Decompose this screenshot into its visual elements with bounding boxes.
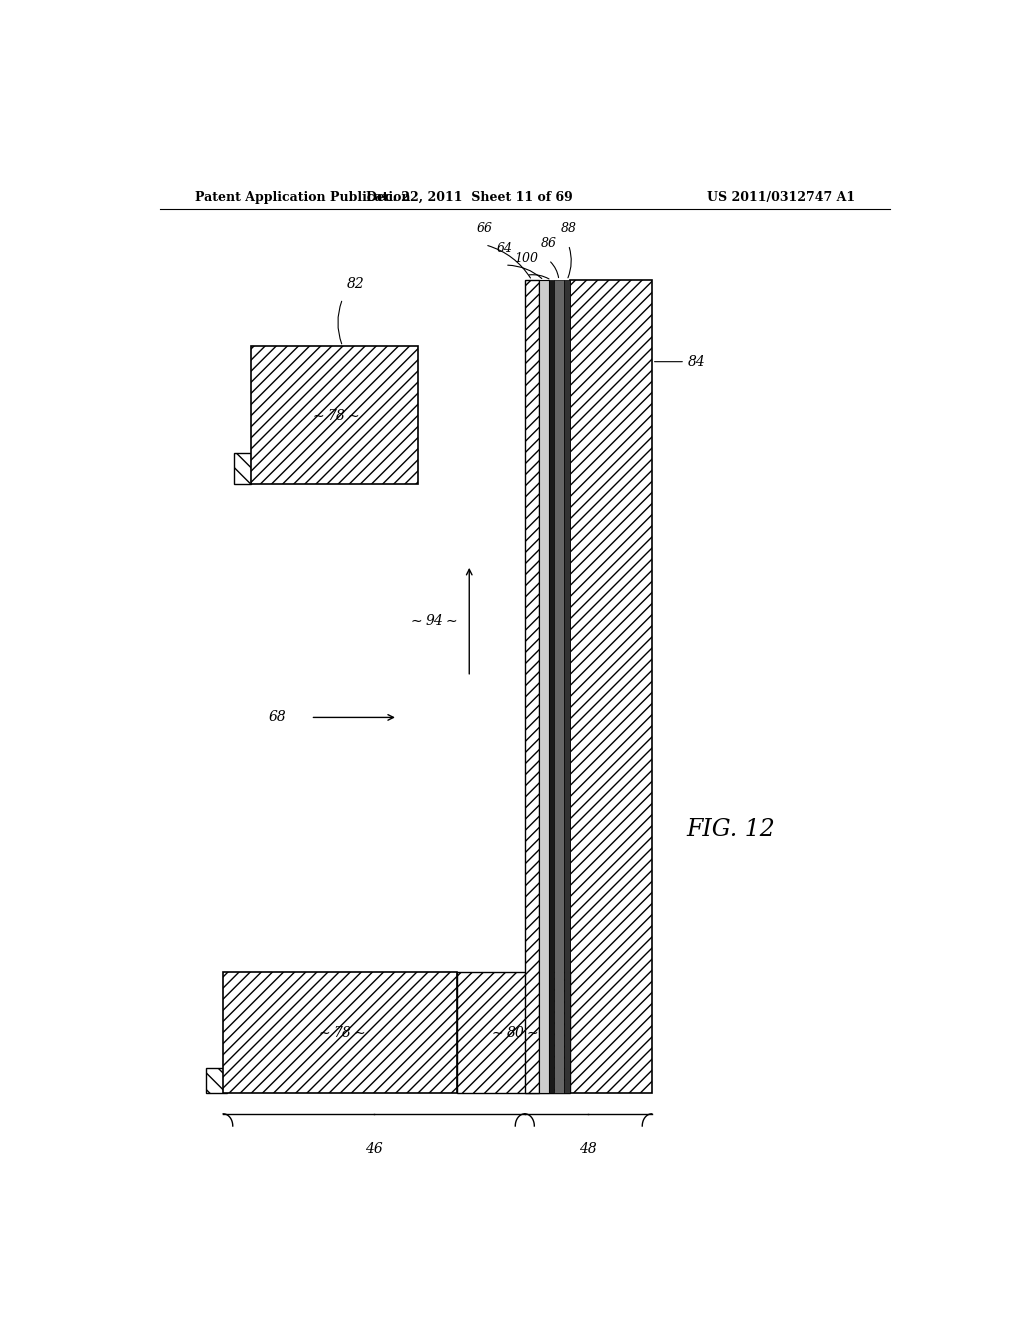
Bar (570, 280, 652, 1093)
Bar (549, 280, 554, 1093)
Bar (554, 280, 563, 1093)
Text: 86: 86 (541, 236, 557, 249)
Text: Patent Application Publication: Patent Application Publication (196, 190, 411, 203)
Text: US 2011/0312747 A1: US 2011/0312747 A1 (708, 190, 855, 203)
Text: $\sim$80$\sim$: $\sim$80$\sim$ (488, 1026, 539, 1040)
Bar (524, 280, 539, 1093)
Bar (223, 972, 458, 1093)
Text: 88: 88 (560, 222, 577, 235)
Bar (539, 280, 549, 1093)
Text: 64: 64 (497, 242, 513, 255)
Text: 100: 100 (514, 252, 539, 265)
Text: 84: 84 (687, 355, 706, 368)
Text: 68: 68 (269, 710, 287, 725)
Text: FIG. 12: FIG. 12 (687, 817, 775, 841)
Bar (563, 280, 570, 1093)
Text: $\sim$78$\sim$: $\sim$78$\sim$ (315, 1026, 366, 1040)
Text: 82: 82 (347, 276, 365, 290)
Text: $\sim$78$\sim$: $\sim$78$\sim$ (309, 408, 359, 422)
Bar (458, 972, 570, 1093)
Text: 66: 66 (477, 222, 494, 235)
Bar (251, 346, 418, 483)
Text: 46: 46 (366, 1142, 383, 1156)
Text: 48: 48 (580, 1142, 597, 1156)
Text: $\sim$94$\sim$: $\sim$94$\sim$ (408, 614, 458, 628)
Bar (233, 453, 251, 483)
Text: Dec. 22, 2011  Sheet 11 of 69: Dec. 22, 2011 Sheet 11 of 69 (366, 190, 572, 203)
Bar (206, 1068, 227, 1093)
